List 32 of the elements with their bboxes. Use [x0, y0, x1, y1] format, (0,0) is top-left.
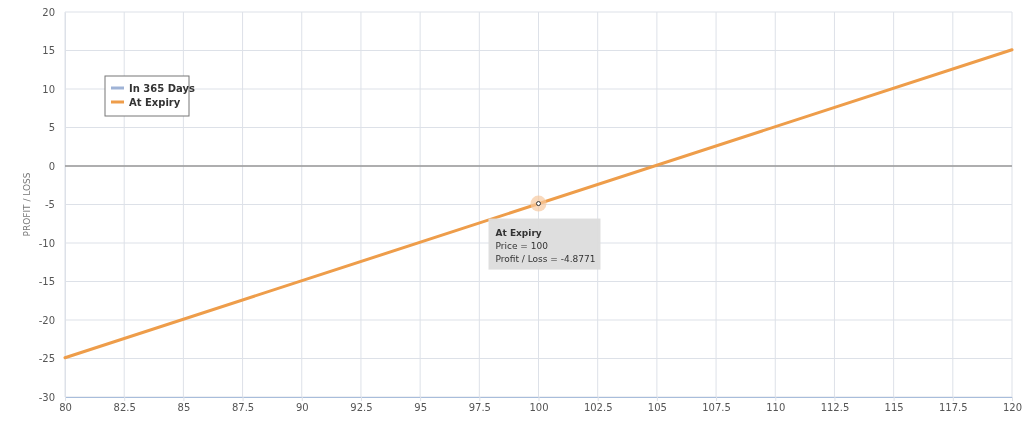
- y-tick-label: -20: [38, 314, 55, 326]
- y-tick-label: -10: [38, 237, 55, 249]
- x-tick-label: 97.5: [468, 402, 491, 414]
- y-tick-label: 15: [42, 45, 55, 57]
- x-tick-label: 102.5: [583, 402, 613, 414]
- y-tick-label: 10: [42, 83, 55, 95]
- y-tick-label: -5: [45, 199, 55, 211]
- x-tick-label: 100: [529, 402, 549, 414]
- y-tick-label: -25: [38, 353, 55, 365]
- legend-label: In 365 Days: [129, 83, 195, 94]
- x-tick-label: 120: [1002, 402, 1023, 414]
- x-tick-label: 105: [647, 402, 667, 414]
- x-tick-label: 107.5: [702, 402, 731, 414]
- y-tick-label: -30: [38, 391, 55, 403]
- legend-label: At Expiry: [129, 97, 181, 108]
- x-tick-label: 110: [766, 402, 786, 414]
- y-tick-label: -15: [38, 276, 55, 288]
- x-tick-label: 95: [414, 402, 427, 414]
- y-tick-label: 20: [42, 6, 55, 18]
- x-tick-label: 85: [177, 402, 191, 414]
- x-tick-label: 115: [884, 402, 904, 414]
- x-tick-label: 90: [295, 402, 309, 414]
- x-tick-label: 92.5: [350, 402, 373, 414]
- x-tick-label: 117.5: [938, 402, 968, 414]
- y-tick-label: 0: [48, 160, 55, 172]
- x-tick-label: 87.5: [231, 402, 255, 414]
- y-tick-label: 5: [48, 122, 55, 134]
- annotation: At Expiry Price = 100 Profit / Loss = -4.8771: [495, 227, 596, 264]
- x-tick-label: 80: [59, 402, 72, 414]
- x-tick-label: 112.5: [820, 402, 850, 414]
- x-tick-label: 82.5: [113, 402, 136, 414]
- y-axis-title: PROFIT / LOSS: [22, 172, 32, 237]
